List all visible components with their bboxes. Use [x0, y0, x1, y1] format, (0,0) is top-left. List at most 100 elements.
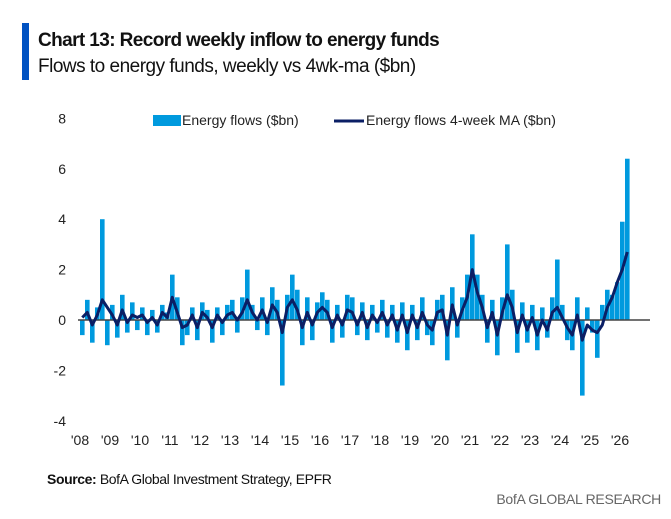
flow-bar [455, 320, 460, 338]
flow-bar [105, 320, 110, 346]
flow-bar [435, 299, 440, 320]
brand-label: BofA GLOBAL RESEARCH [496, 491, 661, 507]
x-tick-label: '23 [521, 432, 539, 448]
flow-bar [410, 304, 415, 320]
flow-bar [335, 304, 340, 320]
flow-bar [195, 320, 200, 341]
flow-bar [380, 299, 385, 320]
flow-bar [220, 320, 225, 336]
source-label: Source: [47, 471, 97, 487]
legend-label-ma: Energy flows 4-week MA ($bn) [366, 112, 556, 128]
flow-bars [80, 158, 630, 396]
y-tick-label: -4 [54, 413, 67, 429]
x-tick-label: '14 [251, 432, 269, 448]
flow-bar [85, 299, 90, 320]
flow-bar [385, 320, 390, 338]
flow-bar [185, 320, 190, 336]
legend-label-flows: Energy flows ($bn) [182, 112, 299, 128]
flow-bar [540, 307, 545, 320]
flow-bar [340, 320, 345, 338]
x-tick-label: '08 [71, 432, 89, 448]
y-axis: 8 6 4 2 0 -2 -4 [54, 110, 67, 428]
flow-bar [490, 299, 495, 320]
x-tick-label: '25 [581, 432, 599, 448]
flow-bar [310, 320, 315, 341]
x-tick-label: '22 [491, 432, 509, 448]
flow-bar [615, 282, 620, 320]
flow-bar [115, 320, 120, 338]
x-tick-label: '18 [371, 432, 389, 448]
flow-bar [180, 320, 185, 346]
x-tick-label: '09 [101, 432, 119, 448]
x-tick-label: '11 [161, 432, 178, 448]
flow-bar [600, 304, 605, 320]
flow-bar [330, 320, 335, 343]
flow-bar [550, 297, 555, 320]
flow-bar [325, 299, 330, 320]
flow-bar [90, 320, 95, 343]
flow-bar [150, 309, 155, 320]
x-tick-label: '21 [461, 432, 479, 448]
y-tick-label: -2 [54, 362, 67, 378]
flow-bar [495, 320, 500, 356]
legend-swatch-flows [153, 115, 181, 126]
flow-bar [300, 320, 305, 346]
flow-bar [235, 320, 240, 333]
flow-bar [345, 294, 350, 320]
flow-bar [210, 320, 215, 343]
x-tick-label: '12 [191, 432, 209, 448]
flow-bar [230, 299, 235, 320]
x-tick-label: '15 [281, 432, 299, 448]
flow-bar [610, 294, 615, 320]
x-tick-label: '20 [431, 432, 449, 448]
flow-bar [555, 259, 560, 320]
flow-bar [445, 320, 450, 361]
flow-bar [530, 304, 535, 320]
flow-bar [305, 297, 310, 320]
flow-bar [365, 320, 370, 341]
y-tick-label: 0 [58, 312, 66, 328]
flow-bar [125, 320, 130, 333]
flow-bar [560, 304, 565, 320]
flow-bar [225, 304, 230, 320]
flow-bar [580, 320, 585, 396]
flow-bar [400, 302, 405, 320]
title-accent-bar [22, 23, 29, 80]
flow-bar [405, 320, 410, 351]
flow-bar [290, 274, 295, 320]
flow-bar [585, 307, 590, 320]
y-tick-label: 2 [58, 262, 66, 278]
flow-bar [370, 304, 375, 320]
flow-bar [595, 320, 600, 358]
flow-bar [505, 244, 510, 320]
x-tick-label: '16 [311, 432, 329, 448]
flow-bar [590, 320, 595, 333]
flow-bar [120, 294, 125, 320]
flow-bar [575, 297, 580, 320]
flow-bar [295, 289, 300, 320]
flow-bar [440, 294, 445, 320]
flow-bar [205, 309, 210, 320]
flow-bar [485, 320, 490, 343]
x-axis: '08 '09 '10 '11 '12 '13 '14 '15 '16 '17 '18 '19 '20 '… [71, 432, 629, 448]
flow-bar [280, 320, 285, 386]
flow-bar [375, 320, 380, 333]
flow-bar [245, 269, 250, 320]
flow-bar [355, 320, 360, 336]
flow-bar [100, 219, 105, 320]
flow-bar [475, 274, 480, 320]
x-tick-label: '10 [131, 432, 149, 448]
x-tick-label: '13 [221, 432, 239, 448]
flow-bar [430, 320, 435, 346]
flow-bar [415, 320, 420, 341]
flow-bar [255, 320, 260, 331]
y-tick-label: 8 [58, 110, 66, 126]
flow-bar [520, 302, 525, 320]
flow-bar [390, 304, 395, 320]
chart-subtitle: Flows to energy funds, weekly vs 4wk-ma … [38, 56, 416, 77]
chart-title: Chart 13: Record weekly inflow to energy… [38, 30, 440, 51]
ma-line [81, 251, 629, 342]
flow-bar [420, 297, 425, 320]
flow-bar [350, 297, 355, 320]
